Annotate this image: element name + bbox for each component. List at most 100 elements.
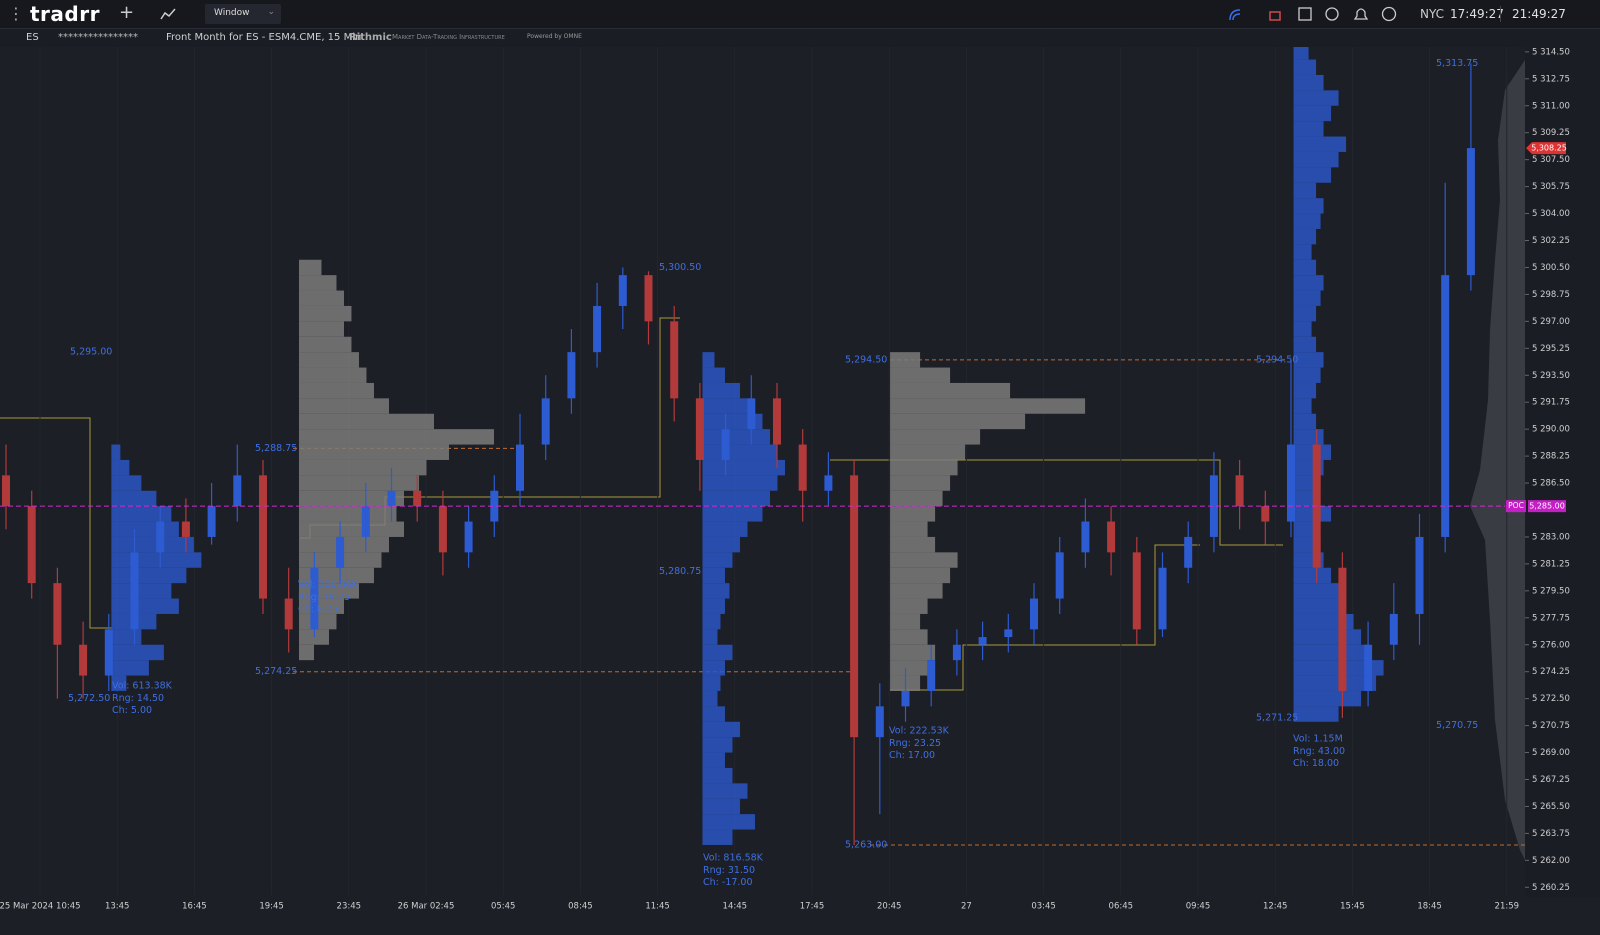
account[interactable]: **************** xyxy=(58,32,138,43)
x-tick-label: 26 Mar 02:45 xyxy=(398,902,455,912)
candle-body xyxy=(361,506,370,537)
window-dropdown[interactable]: Window ⌄ xyxy=(205,4,281,24)
x-tick-label: 03:45 xyxy=(1031,902,1056,912)
volume-profile-bar xyxy=(298,413,434,430)
candle-body xyxy=(1364,644,1373,691)
volume-profile-bar xyxy=(1293,321,1312,337)
candle-body xyxy=(773,398,781,445)
candle-body xyxy=(284,598,293,630)
volume-profile-bar xyxy=(298,444,449,460)
y-tick-label: 5 302.25 xyxy=(1532,236,1570,246)
volume-profile-bar xyxy=(702,583,730,599)
candle-body xyxy=(644,275,653,322)
volume-profile-bar xyxy=(890,413,1026,430)
candle-body xyxy=(1389,613,1398,645)
y-tick-label: 5 277.75 xyxy=(1532,613,1570,623)
y-tick-label: 5 260.25 xyxy=(1532,883,1570,893)
last-price-badge xyxy=(1526,142,1566,155)
vwap-step xyxy=(830,459,1283,546)
volume-profile-bar xyxy=(298,259,322,276)
x-tick-label: 14:45 xyxy=(723,902,748,912)
volume-profile-bar xyxy=(890,382,1011,399)
composite-profile xyxy=(1470,60,1525,860)
volume-profile-bar xyxy=(890,552,958,568)
utc-time: 21:49:27 xyxy=(1512,7,1566,21)
volume-profile-bar xyxy=(890,444,966,460)
candle-body xyxy=(490,490,499,522)
last-price: 5,308.25 xyxy=(1531,144,1567,153)
candle-body xyxy=(336,536,345,568)
y-tick-label: 5 290.00 xyxy=(1532,425,1570,435)
vwap-step xyxy=(890,544,1200,691)
x-tick-label: 12:45 xyxy=(1263,902,1288,912)
volume-profile-bar xyxy=(702,814,755,830)
logo[interactable]: tradrr xyxy=(30,2,100,26)
candle-body xyxy=(104,629,113,676)
provider: Rithmic xyxy=(349,32,392,43)
volume-profile-bar xyxy=(890,644,936,661)
candle-body xyxy=(952,644,961,661)
volume-profile-bar xyxy=(298,398,389,414)
stat-text: Rng: 43.00 xyxy=(1293,746,1345,757)
volume-profile-bar xyxy=(1293,706,1339,722)
settings-icon[interactable] xyxy=(1325,7,1339,21)
lock-icon[interactable] xyxy=(1269,11,1281,21)
volume-profile-bar xyxy=(298,305,352,322)
candle-body xyxy=(747,398,756,430)
add-button[interactable]: + xyxy=(119,2,135,23)
volume-profile-bar xyxy=(1293,59,1317,75)
poc-price-badge xyxy=(1528,500,1566,513)
volume-profile-bar xyxy=(1293,305,1317,322)
stat-text: Vol: 816.58K xyxy=(703,853,764,864)
stat-text: Vol: 613.38K xyxy=(112,681,173,692)
stat-text: Ch: 18.00 xyxy=(1293,758,1339,769)
volume-profile-bar xyxy=(1293,629,1362,645)
menu-icon[interactable]: ⋮ xyxy=(8,4,24,23)
volume-profile-bar xyxy=(890,583,943,599)
volume-profile-bar xyxy=(890,490,943,507)
y-tick-label: 5 267.25 xyxy=(1532,775,1570,785)
volume-profile-bar xyxy=(890,459,958,476)
y-tick-label: 5 279.50 xyxy=(1532,586,1570,596)
volume-profile-bar xyxy=(111,506,172,522)
price-annotation: 5,294.50 xyxy=(845,354,887,365)
candle-body xyxy=(387,490,396,507)
volume-profile-bar xyxy=(111,567,187,584)
local-time: 17:49:27 xyxy=(1450,7,1504,21)
volume-profile-bar xyxy=(702,475,778,491)
y-tick-label: 5 312.75 xyxy=(1532,74,1570,84)
volume-profile-bar xyxy=(890,629,928,645)
stat-text: Rng: 14.50 xyxy=(112,693,164,704)
volume-profile-bar xyxy=(1293,290,1321,306)
x-tick-label: 16:45 xyxy=(182,902,207,912)
price-annotation: 5,263.00 xyxy=(845,839,887,850)
volume-profile-bar xyxy=(702,382,740,399)
y-tick-label: 5 281.25 xyxy=(1532,559,1570,569)
vwap-step xyxy=(0,417,112,629)
volume-profile-bar xyxy=(890,352,921,368)
y-tick-label: 5 291.75 xyxy=(1532,398,1570,408)
candle-body xyxy=(541,398,550,445)
layout-icon[interactable] xyxy=(1298,7,1312,21)
symbol[interactable]: ES xyxy=(26,32,39,43)
volume-profile-bar xyxy=(111,583,172,599)
y-tick-label: 5 286.50 xyxy=(1532,479,1570,489)
volume-profile-bar xyxy=(1293,182,1317,199)
alerts-icon[interactable] xyxy=(1353,8,1369,20)
chart-icon[interactable] xyxy=(160,7,176,21)
volume-profile-bar xyxy=(890,660,928,676)
y-tick-label: 5 283.00 xyxy=(1532,532,1570,542)
account-icon[interactable] xyxy=(1381,6,1397,22)
toolbar: ⋮ tradrr + Window ⌄ NYC 17:49:27 21:49:2… xyxy=(0,0,1600,29)
volume-profile-bar xyxy=(702,459,785,476)
candle-body xyxy=(2,475,10,507)
candle-body xyxy=(927,660,936,691)
price-axis xyxy=(1525,47,1600,897)
poc-badge xyxy=(1506,500,1526,513)
volume-profile-bar xyxy=(702,521,748,537)
volume-profile-bar xyxy=(702,552,733,568)
y-tick-label: 5 262.00 xyxy=(1532,856,1570,866)
volume-profile-bar xyxy=(111,644,164,661)
volume-profile-bar xyxy=(298,521,404,537)
signal-icon[interactable] xyxy=(1229,9,1241,21)
